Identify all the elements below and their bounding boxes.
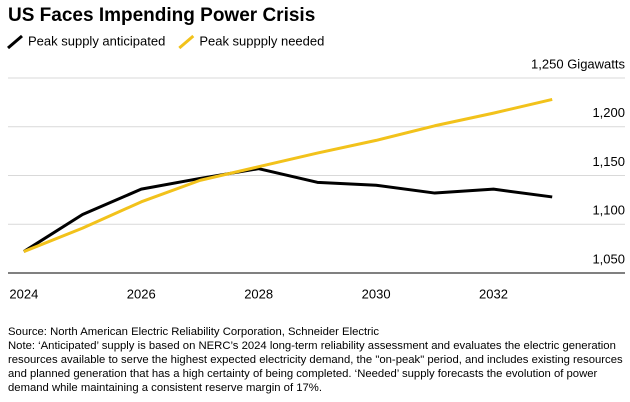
x-tick-label: 2030 — [362, 286, 391, 301]
y-tick-label: 1,150 — [592, 154, 625, 169]
footer: Source: North American Electric Reliabil… — [8, 325, 624, 395]
note: Note: ‘Anticipated’ supply is based on N… — [8, 340, 623, 394]
x-tick-label: 2024 — [9, 286, 38, 301]
series-line — [23, 167, 553, 253]
x-tick-label: 2032 — [479, 286, 508, 301]
x-tick-label: 2028 — [244, 286, 273, 301]
legend-label: Peak suppply needed — [199, 33, 324, 48]
legend-label: Peak supply anticipated — [28, 33, 165, 48]
x-tick-label: 2026 — [127, 286, 156, 301]
y-tick-label: 1,100 — [592, 203, 625, 218]
series-line — [23, 97, 553, 253]
y-tick-label: 1,200 — [592, 105, 625, 120]
source: Source: North American Electric Reliabil… — [8, 326, 380, 338]
chart-title: US Faces Impending Power Crisis — [8, 5, 315, 26]
legend-swatch — [178, 34, 195, 50]
y-tick-label: 1,250 Gigawatts — [531, 56, 625, 71]
chart: US Faces Impending Power Crisis Peak sup… — [7, 5, 625, 301]
y-tick-label: 1,050 — [592, 251, 625, 266]
legend-swatch — [7, 34, 23, 50]
